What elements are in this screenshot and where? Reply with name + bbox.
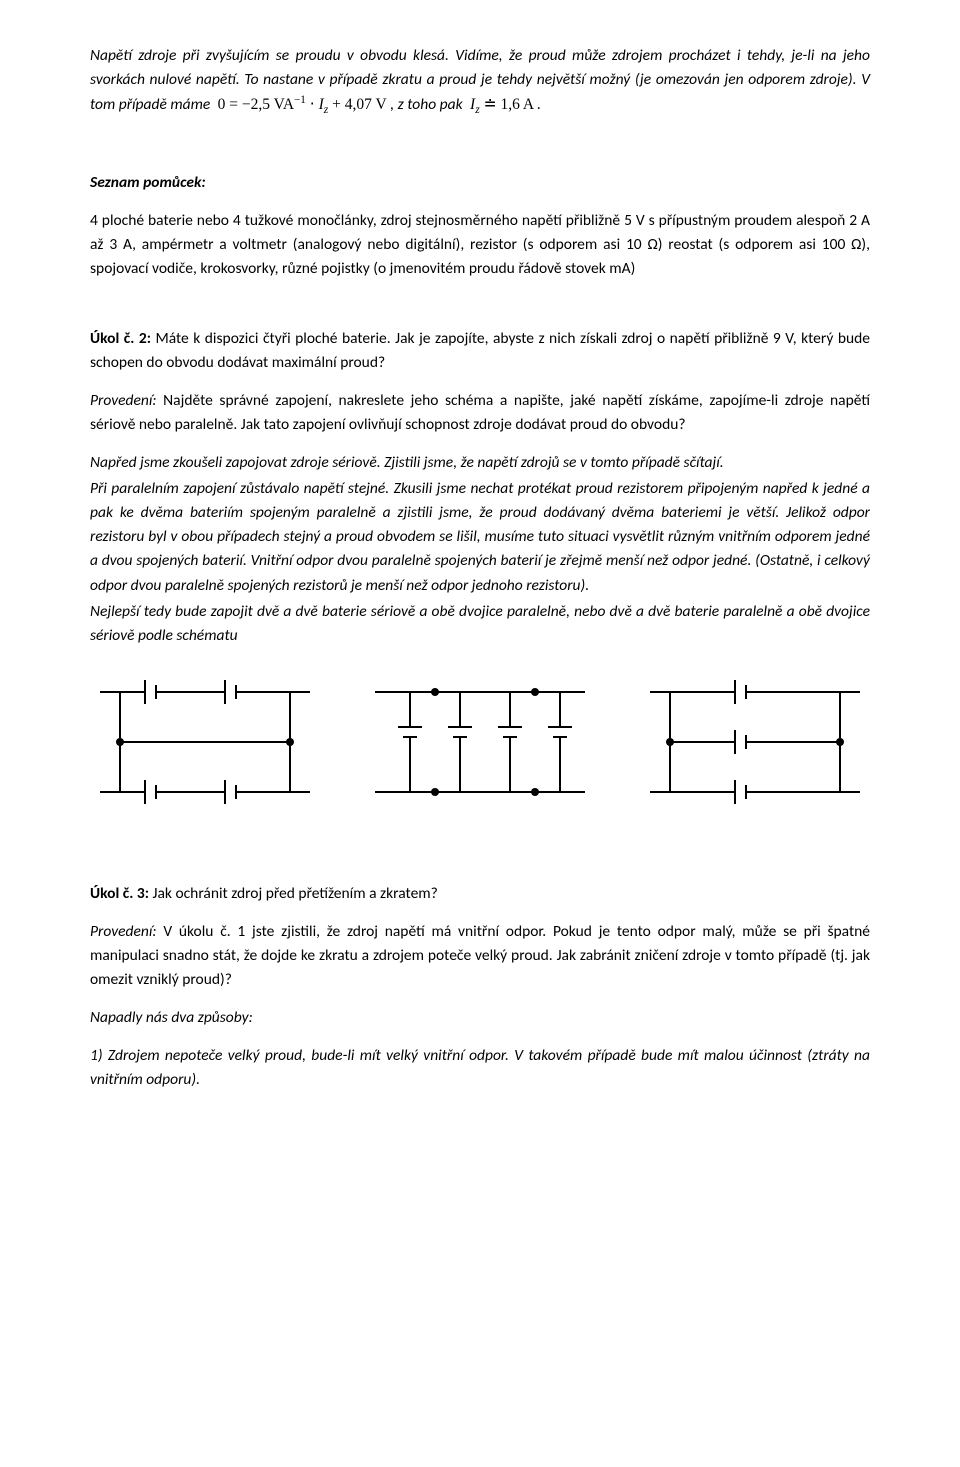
task3-title: Úkol č. 3: — [90, 884, 149, 903]
procedure2-text: V úkolu č. 1 jste zjistili, že zdroj nap… — [90, 922, 870, 989]
circuit-svg-3 — [640, 662, 870, 822]
procedure-label: Provedení: — [90, 391, 157, 410]
math-zero: 0 = −2,5 VA — [218, 96, 294, 113]
math-exp: −1 — [294, 94, 306, 106]
result-p1: Napřed jsme zkoušeli zapojovat zdroje sé… — [90, 451, 870, 475]
result-p3: Nejlepší tedy bude zapojit dvě a dvě bat… — [90, 600, 870, 648]
task3-text: Jak ochránit zdroj před přetížením a zkr… — [149, 884, 438, 903]
circuit-svg-2 — [365, 662, 595, 822]
math-dot: ⋅ — [306, 96, 319, 113]
procedure-paragraph: Provedení: Najděte správné zapojení, nak… — [90, 389, 870, 437]
math-eq: ≐ 1,6 A — [480, 96, 533, 113]
intro-text-3: . — [537, 95, 541, 114]
circuit-svg-1 — [90, 662, 320, 822]
task2-text: Máte k dispozici čtyři ploché baterie. J… — [90, 329, 870, 372]
task3-paragraph: Úkol č. 3: Jak ochránit zdroj před přetí… — [90, 882, 870, 906]
task2-title: Úkol č. 2: — [90, 329, 151, 348]
task2-paragraph: Úkol č. 2: Máte k dispozici čtyři ploché… — [90, 327, 870, 375]
result-p2: Při paralelním zapojení zůstávalo napětí… — [90, 477, 870, 597]
tools-list: 4 ploché baterie nebo 4 tužkové monočlán… — [90, 209, 870, 281]
tools-heading: Seznam pomůcek: — [90, 171, 870, 195]
intro-paragraph: Napětí zdroje při zvyšujícím se proudu v… — [90, 44, 870, 119]
math-plus: + 4,07 V — [328, 96, 386, 113]
intro-text-2: , z toho pak — [390, 95, 462, 114]
circuit-figures — [90, 662, 870, 822]
procedure-text: Najděte správné zapojení, nakreslete jeh… — [90, 391, 870, 434]
idea-1: 1) Zdrojem nepoteče velký proud, bude-li… — [90, 1044, 870, 1092]
ideas-heading: Napadly nás dva způsoby: — [90, 1006, 870, 1030]
procedure2-paragraph: Provedení: V úkolu č. 1 jste zjistili, ž… — [90, 920, 870, 992]
procedure2-label: Provedení: — [90, 922, 157, 941]
